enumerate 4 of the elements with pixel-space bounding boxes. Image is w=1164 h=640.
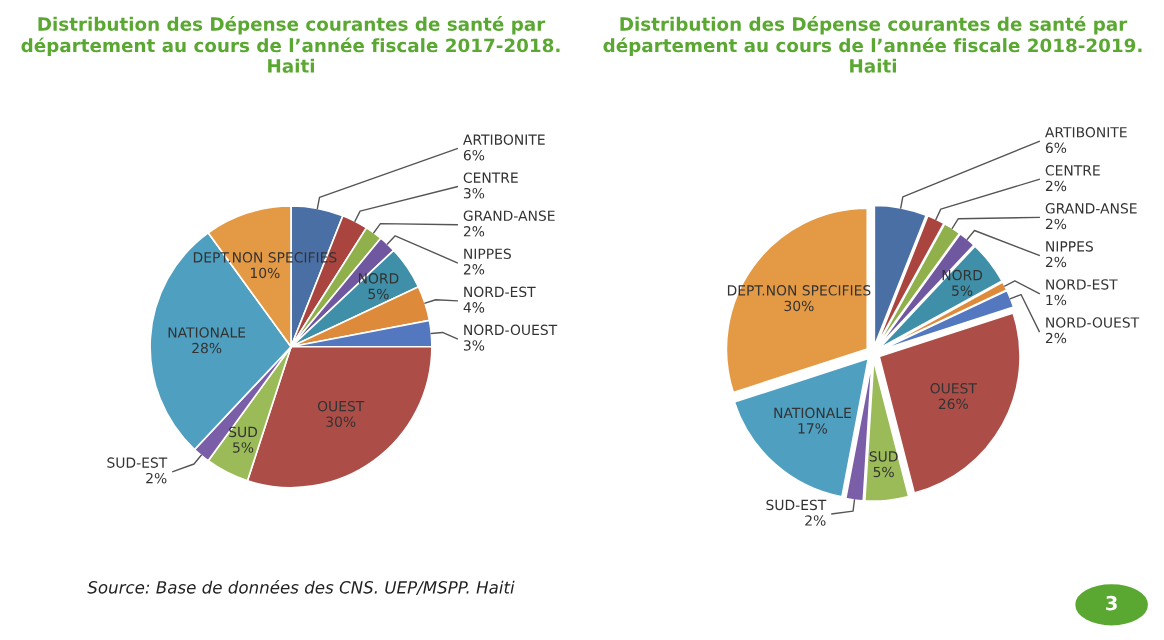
text: 3 [1106,595,1117,611]
chart-title: Distribution des Dépense courantes de santé par département au cours de l’année fiscale 2018-2019. Haiti [603,16,1142,73]
source-note: Source: Base de données des CNS. UEP/MSPP. Haiti [87,580,515,595]
chart-title: Distribution des Dépense courantes de santé par département au cours de l’année fiscale 2017-2018. Haiti [21,16,560,73]
